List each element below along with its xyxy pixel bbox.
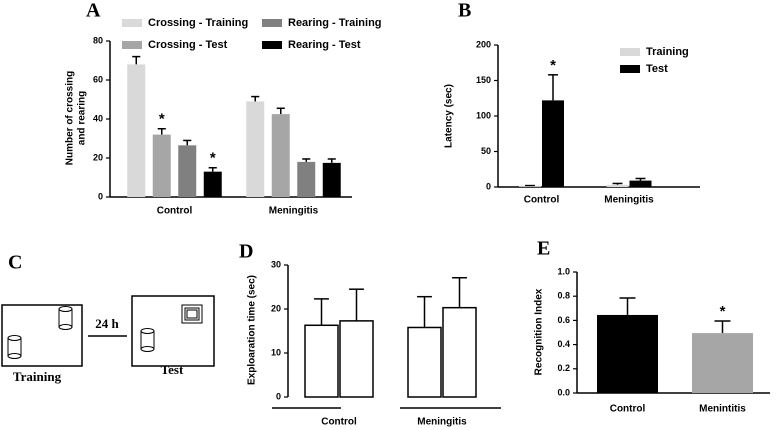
y-tick-label: 1.0 bbox=[557, 266, 570, 276]
panel: A Number of crossing and rearing 0 20 40 60 80 C… bbox=[65, 0, 382, 217]
y-tick-label: 150 bbox=[476, 75, 491, 85]
y-tick-label: 30 bbox=[271, 259, 281, 269]
object bbox=[58, 306, 73, 330]
bar bbox=[597, 314, 658, 393]
object bbox=[140, 328, 155, 352]
legend-label: Rearing - Training bbox=[288, 17, 382, 29]
panel-letter: E bbox=[537, 238, 550, 260]
y-tick-label: 0 bbox=[486, 181, 491, 191]
legend-swatch bbox=[620, 65, 640, 73]
bar bbox=[629, 180, 652, 187]
annotation: * bbox=[720, 303, 726, 320]
y-axis-label: Latency (sec) bbox=[444, 84, 455, 148]
y-tick-label: 10 bbox=[271, 347, 281, 357]
panel-letter: C bbox=[8, 252, 22, 274]
legend-swatch bbox=[122, 19, 142, 27]
bar bbox=[339, 320, 374, 398]
legend-swatch bbox=[122, 41, 142, 49]
panel-letter: B bbox=[458, 0, 471, 22]
y-tick-label: 0.2 bbox=[557, 363, 570, 373]
diagram-label: Test bbox=[161, 362, 184, 377]
bar bbox=[407, 326, 442, 398]
bar bbox=[152, 134, 171, 197]
y-tick-label: 0.4 bbox=[557, 339, 570, 349]
legend-label: Crossing - Test bbox=[148, 39, 228, 51]
y-axis-label: Exploaration time (sec) bbox=[247, 275, 258, 385]
diagram-label: 24 h bbox=[95, 316, 119, 331]
bar bbox=[246, 101, 265, 197]
arena bbox=[131, 295, 215, 367]
panel: D Exploaration time (sec) 0 10 20 30 Control Me… bbox=[239, 241, 501, 428]
x-tick-label: Control bbox=[524, 195, 560, 206]
diagram-c: C Training 24 h Test bbox=[1, 252, 215, 384]
x-tick-label: Control bbox=[610, 404, 646, 415]
y-tick-label: 0 bbox=[98, 191, 103, 201]
bar bbox=[542, 100, 564, 187]
y-tick-label: 0 bbox=[276, 391, 281, 401]
bar bbox=[127, 64, 146, 198]
legend-label: Test bbox=[646, 63, 668, 75]
y-tick-label: 20 bbox=[93, 152, 103, 162]
y-axis-label: Recognition Index bbox=[534, 288, 545, 375]
bar bbox=[519, 186, 541, 187]
diagram-label: Training bbox=[13, 369, 62, 384]
x-tick-label: Meningitis bbox=[417, 417, 467, 428]
legend-label: Training bbox=[646, 46, 689, 58]
y-tick-label: 80 bbox=[93, 35, 103, 45]
annotation: * bbox=[159, 111, 165, 128]
y-tick-label: 100 bbox=[476, 110, 491, 120]
object bbox=[7, 335, 22, 359]
legend-label: Crossing - Training bbox=[148, 17, 248, 29]
bar bbox=[178, 145, 197, 197]
bar bbox=[606, 184, 629, 187]
y-tick-label: 20 bbox=[271, 303, 281, 313]
arena bbox=[1, 304, 83, 367]
legend-label: Rearing - Test bbox=[288, 39, 361, 51]
bar bbox=[304, 324, 339, 398]
y-tick-label: 0.8 bbox=[557, 291, 570, 301]
bar bbox=[442, 306, 477, 398]
bar bbox=[271, 114, 290, 197]
y-tick-label: 50 bbox=[481, 146, 491, 156]
legend-swatch bbox=[620, 48, 640, 56]
panel: E Recognition Index 0.0 0.2 0.4 0.6 0.8 1.0 Cont… bbox=[534, 238, 770, 415]
y-tick-label: 0.6 bbox=[557, 315, 570, 325]
panel-letter: A bbox=[86, 0, 101, 22]
bar bbox=[203, 171, 222, 197]
x-tick-label: Control bbox=[157, 206, 193, 217]
bar bbox=[297, 161, 316, 197]
object bbox=[181, 304, 203, 324]
legend-swatch bbox=[262, 19, 282, 27]
legend-swatch bbox=[262, 41, 282, 49]
bar bbox=[692, 333, 753, 393]
y-axis-label: Number of crossing bbox=[65, 71, 76, 165]
bar bbox=[322, 162, 341, 197]
y-tick-label: 40 bbox=[93, 113, 103, 123]
y-tick-label: 0.0 bbox=[557, 387, 570, 397]
panel-letter: D bbox=[239, 241, 253, 263]
annotation: * bbox=[210, 150, 216, 167]
y-axis-label: and rearing bbox=[77, 91, 88, 145]
y-tick-label: 200 bbox=[476, 39, 491, 49]
panel: B Latency (sec) 0 50 100 150 200 Control * Mening… bbox=[444, 0, 700, 206]
y-tick-label: 60 bbox=[93, 74, 103, 84]
x-tick-label: Control bbox=[321, 417, 357, 428]
x-tick-label: Meningitis bbox=[604, 195, 654, 206]
annotation: * bbox=[550, 57, 556, 74]
x-tick-label: Meningitis bbox=[269, 206, 319, 217]
x-tick-label: Menintitis bbox=[699, 404, 746, 415]
